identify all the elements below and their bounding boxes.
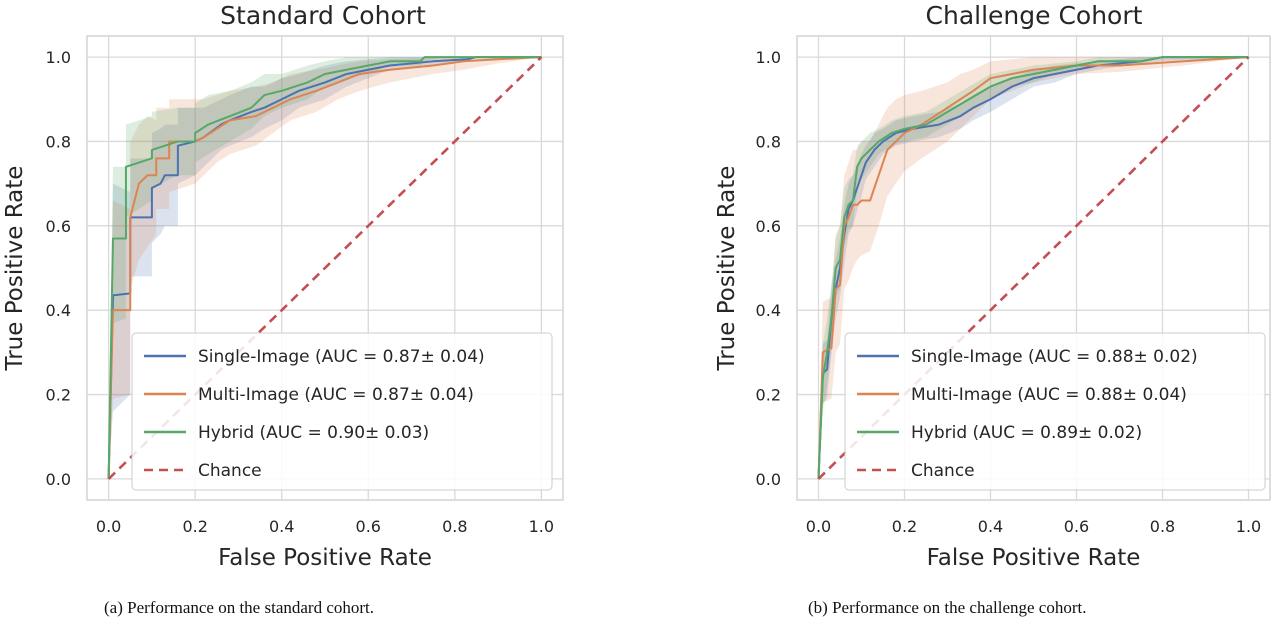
x-axis-label: False Positive Rate — [218, 545, 432, 571]
panel-title: Standard Cohort — [220, 1, 426, 30]
legend-entry: Hybrid (AUC = 0.89± 0.02) — [911, 423, 1142, 443]
roc-line-0 — [107, 56, 542, 479]
legend: Single-Image (AUC = 0.87± 0.04) Multi-Ima… — [131, 332, 553, 491]
legend-box — [844, 332, 1266, 491]
y-tick-label: 0.4 — [756, 301, 781, 320]
confidence-band-1 — [108, 57, 542, 479]
roc-line-1 — [107, 56, 542, 479]
y-tick-label: 0.6 — [46, 217, 71, 236]
chart-panel-b: 0.0 0.0 0.2 0.2 0.4 0.4 0.6 0.6 0.8 0.8 1.0 1.0 Chal… — [714, 1, 1271, 571]
legend-entry: Multi-Image (AUC = 0.87± 0.04) — [198, 385, 474, 405]
y-tick-label: 0.8 — [46, 132, 71, 151]
y-tick-label: 0.4 — [46, 301, 71, 320]
y-tick-label: 0.2 — [46, 386, 71, 405]
roc-line-0 — [817, 56, 1249, 479]
y-tick-label: 0.2 — [756, 386, 781, 405]
y-tick-label: 0.0 — [756, 470, 781, 489]
y-tick-label: 0.6 — [756, 217, 781, 236]
legend-entry: Single-Image (AUC = 0.88± 0.02) — [911, 347, 1198, 367]
caption-b: (b) Performance on the challenge cohort. — [808, 598, 1087, 617]
x-tick-label: 0.6 — [356, 517, 381, 536]
x-tick-label: 0.0 — [806, 517, 831, 536]
y-axis-label: True Positive Rate — [714, 166, 740, 372]
x-tick-label: 0.8 — [1150, 517, 1175, 536]
x-tick-label: 0.4 — [978, 517, 1003, 536]
x-tick-label: 0.4 — [269, 517, 294, 536]
y-axis-label: True Positive Rate — [2, 166, 28, 372]
x-tick-label: 0.8 — [442, 517, 467, 536]
caption-a: (a) Performance on the standard cohort. — [104, 598, 374, 617]
y-tick-label: 0.0 — [46, 470, 71, 489]
legend-entry: Chance — [911, 461, 975, 481]
x-tick-label: 1.0 — [529, 517, 554, 536]
x-tick-label: 0.2 — [892, 517, 917, 536]
x-axis-label: False Positive Rate — [927, 545, 1141, 571]
panel-title: Challenge Cohort — [926, 1, 1143, 30]
legend: Single-Image (AUC = 0.88± 0.02) Multi-Ima… — [844, 332, 1266, 491]
legend-box — [131, 332, 553, 491]
legend-entry: Hybrid (AUC = 0.90± 0.03) — [198, 423, 429, 443]
chance-line — [817, 56, 1250, 480]
legend-entry: Multi-Image (AUC = 0.88± 0.04) — [911, 385, 1187, 405]
y-tick-label: 0.8 — [756, 132, 781, 151]
x-tick-label: 0.2 — [182, 517, 207, 536]
x-tick-label: 0.6 — [1064, 517, 1089, 536]
chance-line — [107, 56, 543, 480]
x-tick-label: 0.0 — [96, 517, 121, 536]
roc-line-2 — [817, 56, 1249, 479]
chart-panel-a: 0.0 0.0 0.2 0.2 0.4 0.4 0.6 0.6 0.8 0.8 1.0 1.0 Stan… — [2, 1, 564, 571]
roc-line-2 — [107, 56, 542, 479]
y-tick-label: 1.0 — [46, 48, 71, 67]
y-tick-label: 1.0 — [756, 48, 781, 67]
legend-entry: Single-Image (AUC = 0.87± 0.04) — [198, 347, 485, 367]
x-tick-label: 1.0 — [1236, 517, 1261, 536]
roc-line-1 — [817, 56, 1249, 479]
legend-entry: Chance — [198, 461, 262, 481]
